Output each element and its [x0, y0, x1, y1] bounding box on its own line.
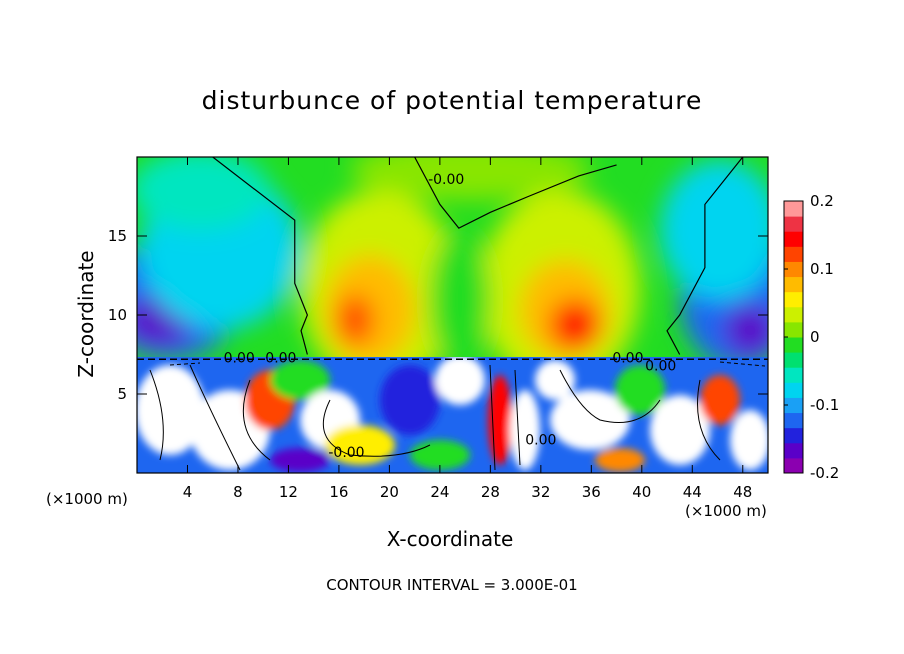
- y-tick-label-2: 15: [108, 227, 127, 245]
- colorbar-segment-11: [784, 291, 803, 308]
- colorbar-segment-13: [784, 261, 803, 278]
- contour-label-4: 0.00: [612, 350, 643, 366]
- x-tick-label-11: 48: [733, 483, 752, 501]
- x-tick-label-7: 32: [531, 483, 550, 501]
- colorbar-segment-10: [784, 306, 803, 323]
- colorbar-segment-14: [784, 246, 803, 262]
- x-axis-label: X-coordinate: [386, 527, 514, 551]
- heatmap-upper-layer: [137, 157, 768, 357]
- x-axis-ticks: 4 8 12 16 20 24 28 32 36 40 44 48: [183, 157, 752, 501]
- colorbar-ticks: 0.2 0.1 0 -0.1 -0.2: [784, 192, 839, 482]
- colorbar-segment-16: [784, 216, 803, 232]
- chart-title: disturbunce of potential temperature: [201, 86, 703, 115]
- colorbar-tick-label-4: -0.2: [810, 464, 839, 482]
- zero-contour-left: [212, 157, 309, 355]
- colorbar-segment-7: [784, 352, 803, 368]
- heatmap-lower-layer: [137, 357, 768, 473]
- x-tick-label-9: 40: [632, 483, 651, 501]
- x-tick-label-5: 24: [430, 483, 449, 501]
- contour-label-6: -0.00: [328, 445, 364, 461]
- zero-contour-right: [666, 157, 744, 355]
- colorbar-segment-17: [784, 201, 803, 217]
- colorbar-segment-15: [784, 231, 803, 247]
- colorbar: [784, 201, 803, 474]
- colorbar-segment-3: [784, 412, 803, 429]
- y-axis-ticks: 5 10 15: [108, 227, 768, 403]
- contour-label-3: 0.00: [525, 433, 556, 449]
- x-tick-label-2: 12: [279, 483, 298, 501]
- colorbar-segment-8: [784, 337, 803, 353]
- x-tick-label-1: 8: [233, 483, 243, 501]
- colorbar-segment-2: [784, 427, 803, 444]
- x-tick-label-10: 44: [683, 483, 702, 501]
- colorbar-segment-4: [784, 397, 803, 414]
- contour-label-2: 0.00: [265, 350, 296, 366]
- contour-label-1: 0.00: [224, 350, 255, 366]
- colorbar-tick-label-2: 0: [810, 328, 820, 346]
- colorbar-tick-label-1: 0.1: [810, 260, 834, 278]
- colorbar-segment-5: [784, 382, 803, 398]
- colorbar-segment-0: [784, 457, 803, 474]
- x-unit-label-left: (×1000 m): [46, 490, 128, 508]
- contour-label-0: -0.00: [428, 172, 464, 188]
- contour-label-5: 0.00: [645, 358, 676, 374]
- contour-labels: -0.000.00 0.000.000.00 0.00-0.00: [224, 172, 677, 461]
- y-tick-label-0: 5: [117, 385, 127, 403]
- y-axis-label: Z-coordinate: [74, 250, 98, 378]
- colorbar-tick-label-3: -0.1: [810, 396, 839, 414]
- x-tick-label-0: 4: [183, 483, 193, 501]
- colorbar-segment-12: [784, 276, 803, 293]
- colorbar-segment-6: [784, 367, 803, 383]
- y-tick-label-1: 10: [108, 306, 127, 324]
- colorbar-tick-label-0: 0.2: [810, 192, 834, 210]
- colorbar-segment-9: [784, 321, 803, 338]
- colorbar-segment-1: [784, 442, 803, 459]
- x-tick-label-6: 28: [481, 483, 500, 501]
- zero-contour-top: [414, 157, 617, 229]
- x-tick-label-4: 20: [380, 483, 399, 501]
- contour-interval-note: CONTOUR INTERVAL = 3.000E-01: [326, 576, 578, 594]
- x-tick-label-8: 36: [582, 483, 601, 501]
- x-tick-label-3: 16: [329, 483, 348, 501]
- x-unit-label-right: (×1000 m): [685, 502, 767, 520]
